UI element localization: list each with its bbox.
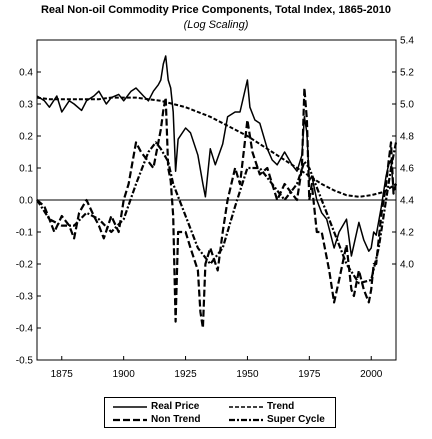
series-line-real-price [36,55,397,257]
right-axis-tick-label: 4.4 [400,196,414,207]
left-axis-tick-label: 0.4 [19,68,33,79]
right-axis-tick-label: 4.0 [400,260,414,271]
chart-title: Real Non-oil Commodity Price Components,… [40,4,392,16]
x-axis-tick-label: 1975 [298,369,321,380]
x-axis-tick-label: 2000 [360,369,383,380]
chart-subtitle: (Log Scaling) [183,19,249,31]
legend-swatch-dashed-icon [229,405,263,408]
right-axis-tick-label: 4.8 [400,132,414,143]
left-axis-tick-label: 0.3 [19,100,33,111]
left-axis-tick-label: -0.1 [16,228,34,239]
legend-label-real-price: Real Price [151,401,200,412]
legend-swatch-long-dash-icon [113,418,147,421]
legend-label-super-cycle: Super Cycle [267,414,325,425]
legend-item-real-price: Real Price [113,400,199,413]
left-axis-tick-label: 0.1 [19,164,33,175]
x-axis-tick-label: 1875 [51,369,74,380]
x-axis-tick-label: 1950 [236,369,259,380]
left-axis-tick-label: -0.4 [16,324,34,335]
right-axis-tick-label: 5.2 [400,68,414,79]
legend-swatch-dash-dot-icon [229,418,263,421]
left-axis-tick-label: 0.2 [19,132,33,143]
right-axis-tick-label: 4.2 [400,228,414,239]
legend-item-super-cycle: Super Cycle [229,413,325,426]
right-axis-tick-label: 5.0 [400,100,414,111]
right-axis-tick-label: 4.6 [400,164,414,175]
left-axis-tick-label: -0.5 [16,356,34,367]
legend-label-trend: Trend [267,401,295,412]
series-line-trend [36,96,397,198]
legend-label-non-trend: Non Trend [151,414,201,425]
right-axis-tick-label: 5.4 [400,36,414,47]
x-axis-tick-label: 1925 [174,369,197,380]
left-axis-tick-label: -0.3 [16,292,34,303]
legend-item-trend: Trend [229,400,294,413]
left-axis-tick-label: 0.0 [19,196,33,207]
left-axis-tick-label: -0.2 [16,260,34,271]
chart-legend: Real Price Trend Non Trend Super Cycle [104,397,336,428]
series-line-non-trend [36,86,398,330]
legend-swatch-solid-icon [113,405,147,408]
series-line-super-cycle [36,141,398,285]
x-axis-tick-label: 1900 [113,369,136,380]
legend-item-non-trend: Non Trend [113,413,200,426]
